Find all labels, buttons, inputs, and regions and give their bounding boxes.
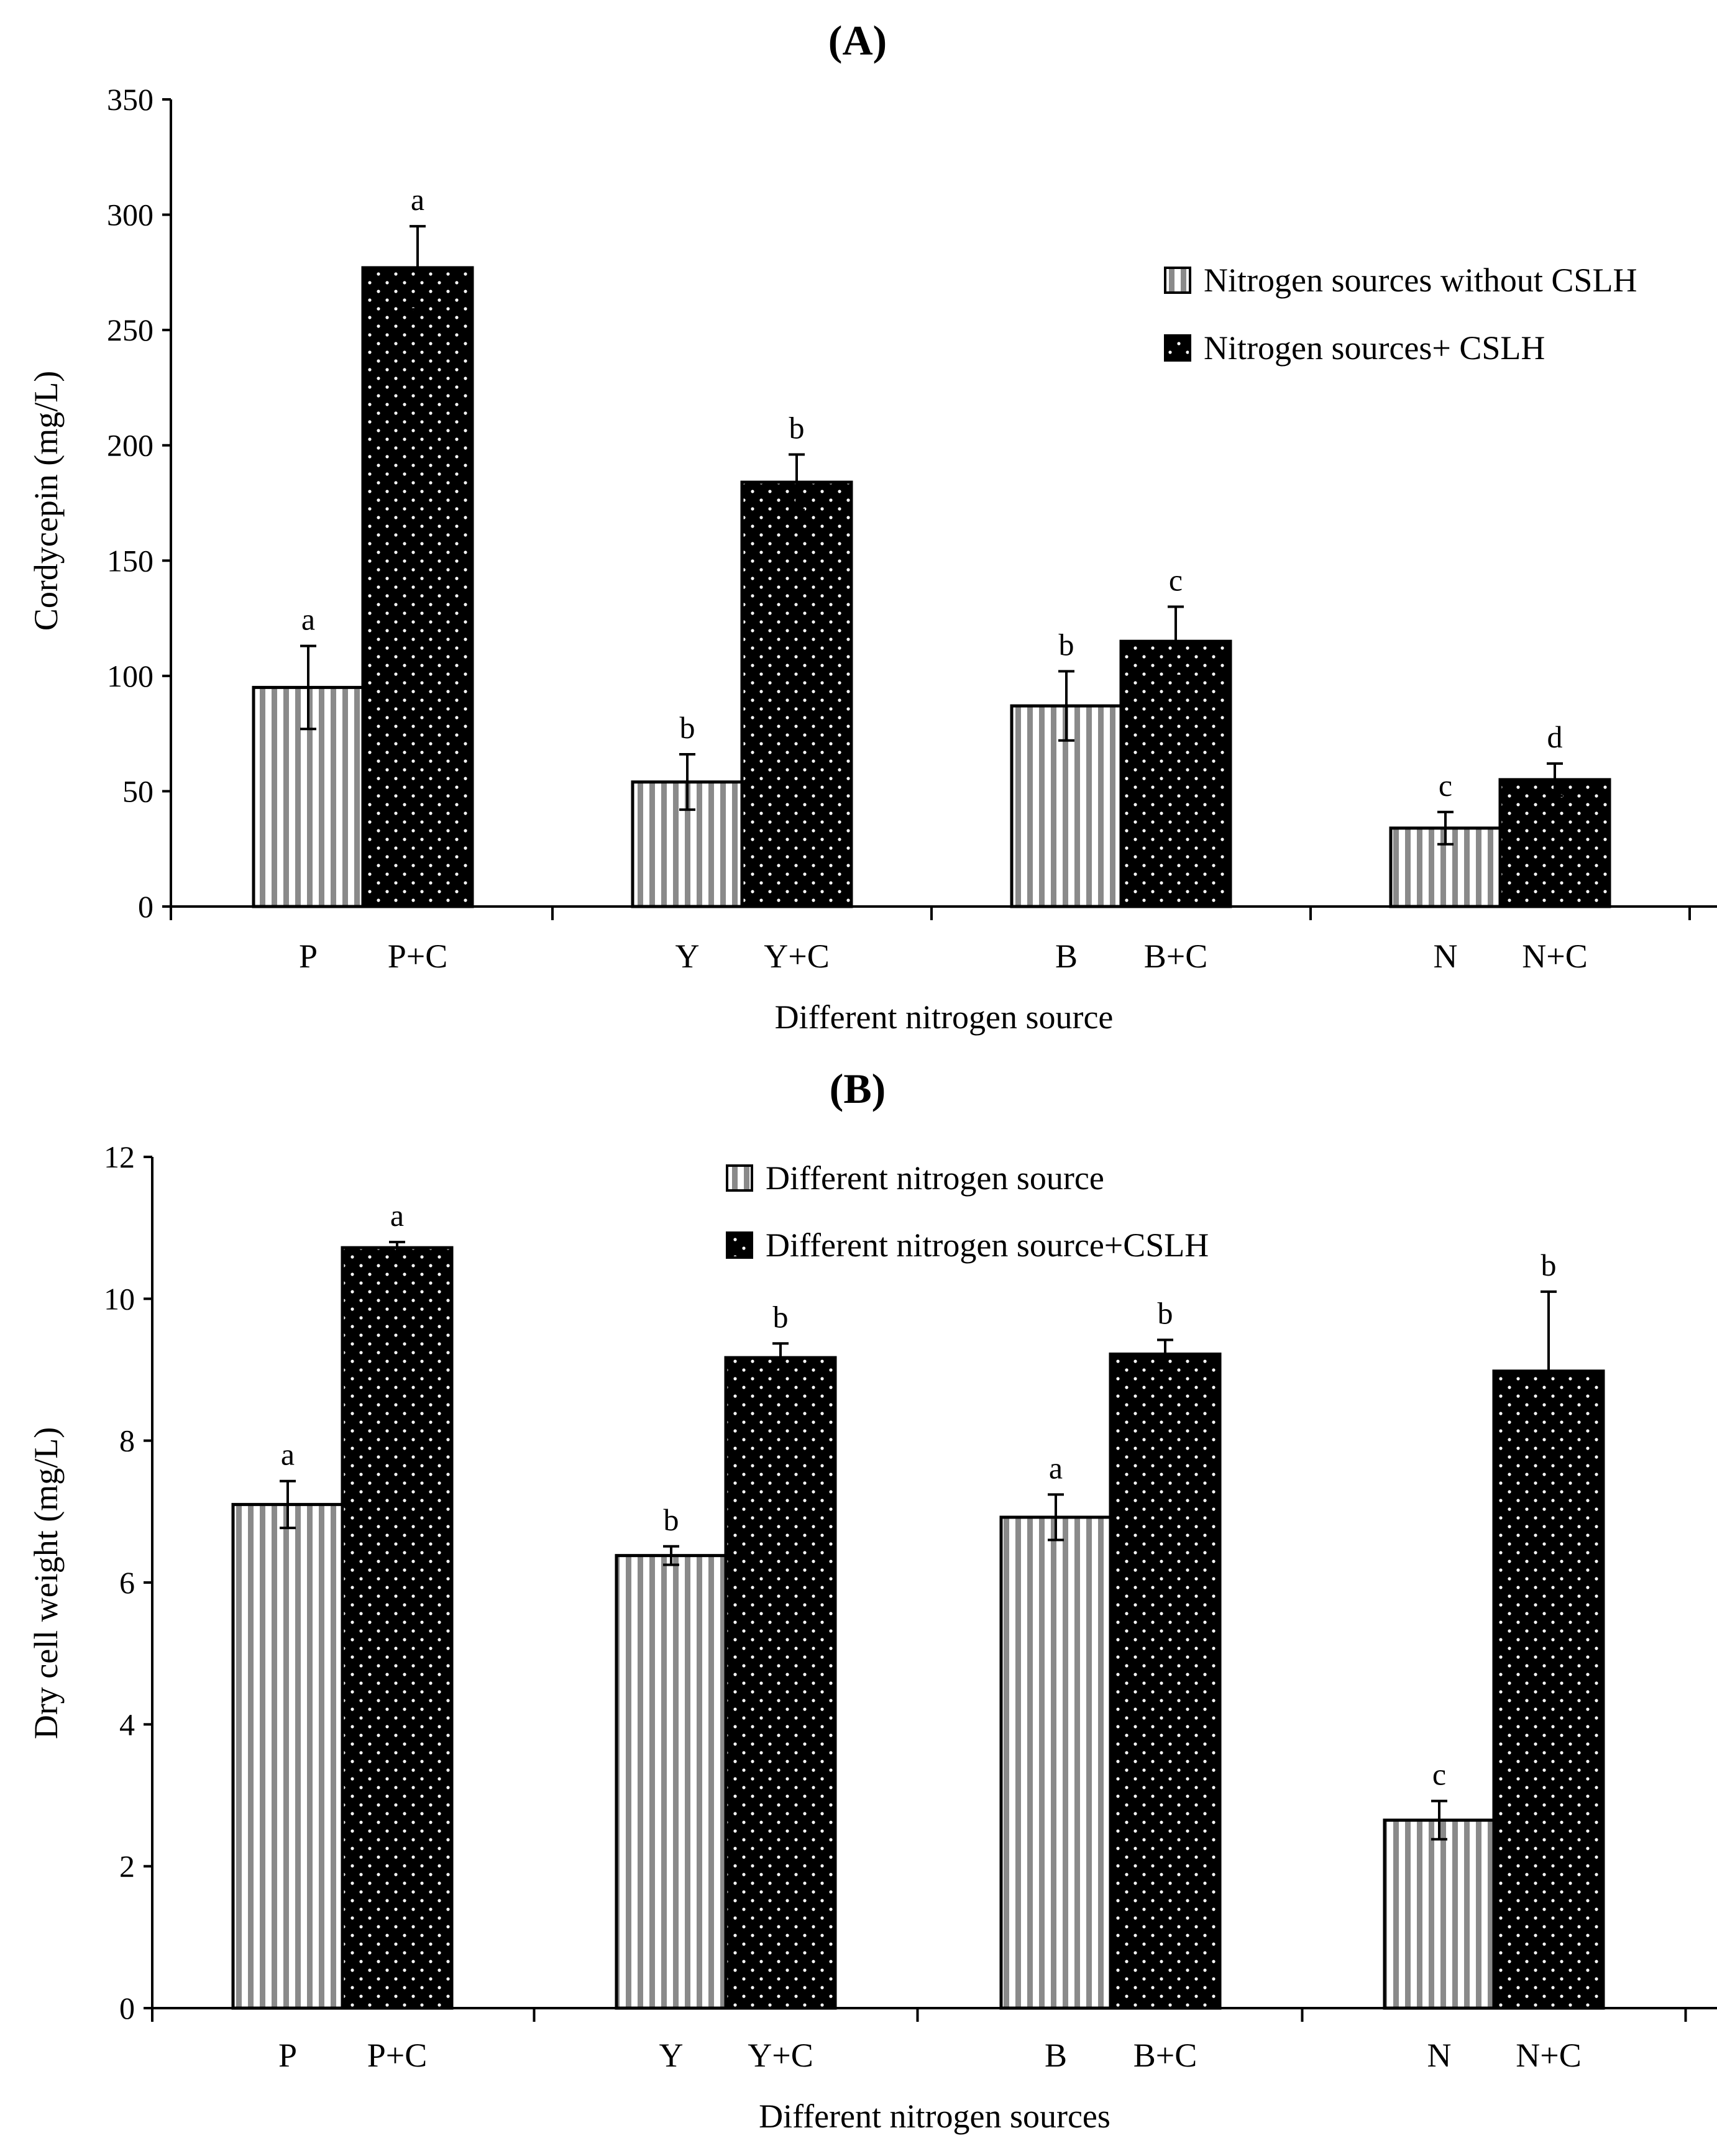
panela-x-axis-title: Different nitrogen source (775, 998, 1114, 1036)
panela-legend-label-with: Nitrogen sources+ CSLH (1204, 329, 1545, 367)
panelb-significance-letter: a (1049, 1450, 1063, 1485)
panela-title: (A) (828, 17, 887, 64)
panela-x-tick-label: B+C (1144, 938, 1208, 975)
panelb-significance-letter: a (281, 1437, 295, 1472)
panelb-bar-b (999, 1515, 1112, 2010)
panela-legend-swatch-with (1164, 334, 1191, 362)
panelb-bar-n (1383, 1818, 1496, 2010)
panelb-y-tick-label: 4 (119, 1707, 135, 1742)
panela-bar-pplusc (361, 266, 474, 908)
panelb-bar-bplusc (1109, 1352, 1222, 2010)
panelb-title: (B) (830, 1065, 886, 1112)
panela-y-tick-label: 300 (107, 198, 153, 232)
panelb-bar-y (615, 1554, 728, 2010)
panelb-legend-swatch-with (726, 1231, 753, 1259)
panela-y-tick-label: 200 (107, 428, 153, 463)
panela-significance-letter: c (1439, 768, 1452, 803)
panelb-x-tick-label: B (1045, 2037, 1067, 2074)
panela-significance-letter: b (789, 411, 805, 445)
panelb-legend-label-without: Different nitrogen source (766, 1159, 1104, 1197)
panelb-significance-letter: b (664, 1502, 679, 1537)
panela-y-tick-label: 250 (107, 313, 153, 347)
panelb-y-tick-label: 10 (104, 1281, 135, 1316)
panelb-y-tick-label: 2 (119, 1849, 135, 1884)
panelb-y-tick-label: 8 (119, 1423, 135, 1458)
panela-bar-bplusc (1119, 639, 1232, 908)
panela-x-tick-label: P+C (388, 938, 448, 975)
panelb-x-tick-label: N (1427, 2037, 1452, 2074)
panela-y-tick-label: 150 (107, 543, 153, 578)
panela-y-tick-label: 350 (107, 82, 153, 117)
panela-x-tick-label: Y+C (764, 938, 829, 975)
panelb-significance-letter: b (1158, 1296, 1173, 1331)
panelb-bar-pplusc (341, 1246, 454, 2010)
panelb-significance-letter: c (1432, 1757, 1446, 1792)
panelb-bar-yplusc (724, 1356, 837, 2010)
panela-significance-letter: b (680, 710, 695, 745)
panela-bar-nplusc (1498, 778, 1611, 908)
panelb-significance-letter: b (1541, 1248, 1557, 1282)
panela-y-axis-title: Cordycepin (mg/L) (27, 371, 65, 631)
panelb-x-tick-label: Y (659, 2037, 684, 2074)
panela-x-tick-label: N+C (1522, 938, 1587, 975)
panela-significance-letter: c (1169, 563, 1183, 598)
panelb-significance-letter: a (390, 1198, 404, 1233)
panelb-legend-label-with: Different nitrogen source+CSLH (766, 1226, 1209, 1264)
panela-significance-letter: a (411, 182, 424, 217)
panelb-x-axis-title: Different nitrogen sources (759, 2098, 1110, 2135)
panelb-x-tick-label: B+C (1133, 2037, 1197, 2074)
panela-x-tick-label: P (299, 938, 318, 975)
panelb-y-tick-label: 0 (119, 1991, 135, 2026)
panela-x-tick-label: Y (675, 938, 700, 975)
panelb-x-tick-label: P (278, 2037, 297, 2074)
panelb-y-tick-label: 6 (119, 1565, 135, 1600)
panela-y-tick-label: 100 (107, 659, 153, 693)
panelb-bar-nplusc (1492, 1369, 1605, 2010)
panela-x-tick-label: N (1434, 938, 1458, 975)
panelb-x-tick-label: P+C (367, 2037, 428, 2074)
panela-significance-letter: b (1059, 627, 1074, 662)
panela-significance-letter: d (1547, 719, 1563, 754)
panela-y-tick-label: 0 (138, 889, 153, 924)
panela-legend-label-without: Nitrogen sources without CSLH (1204, 262, 1637, 299)
panelb-legend-swatch-without (726, 1164, 753, 1192)
panelb-y-tick-label: 12 (104, 1140, 135, 1174)
panelb-x-tick-label: N+C (1516, 2037, 1581, 2074)
panela-legend-swatch-without (1164, 267, 1191, 294)
panela-bar-b (1010, 704, 1123, 908)
panela-x-tick-label: B (1055, 938, 1078, 975)
panelb-y-axis-title: Dry cell weight (mg/L) (27, 1427, 65, 1739)
panelb-bar-p (231, 1502, 344, 2010)
panela-bar-yplusc (740, 480, 853, 908)
panela-significance-letter: a (301, 602, 315, 637)
panelb-x-tick-label: Y+C (748, 2037, 813, 2074)
panelb-significance-letter: b (773, 1299, 789, 1334)
panela-y-tick-label: 50 (122, 774, 153, 808)
